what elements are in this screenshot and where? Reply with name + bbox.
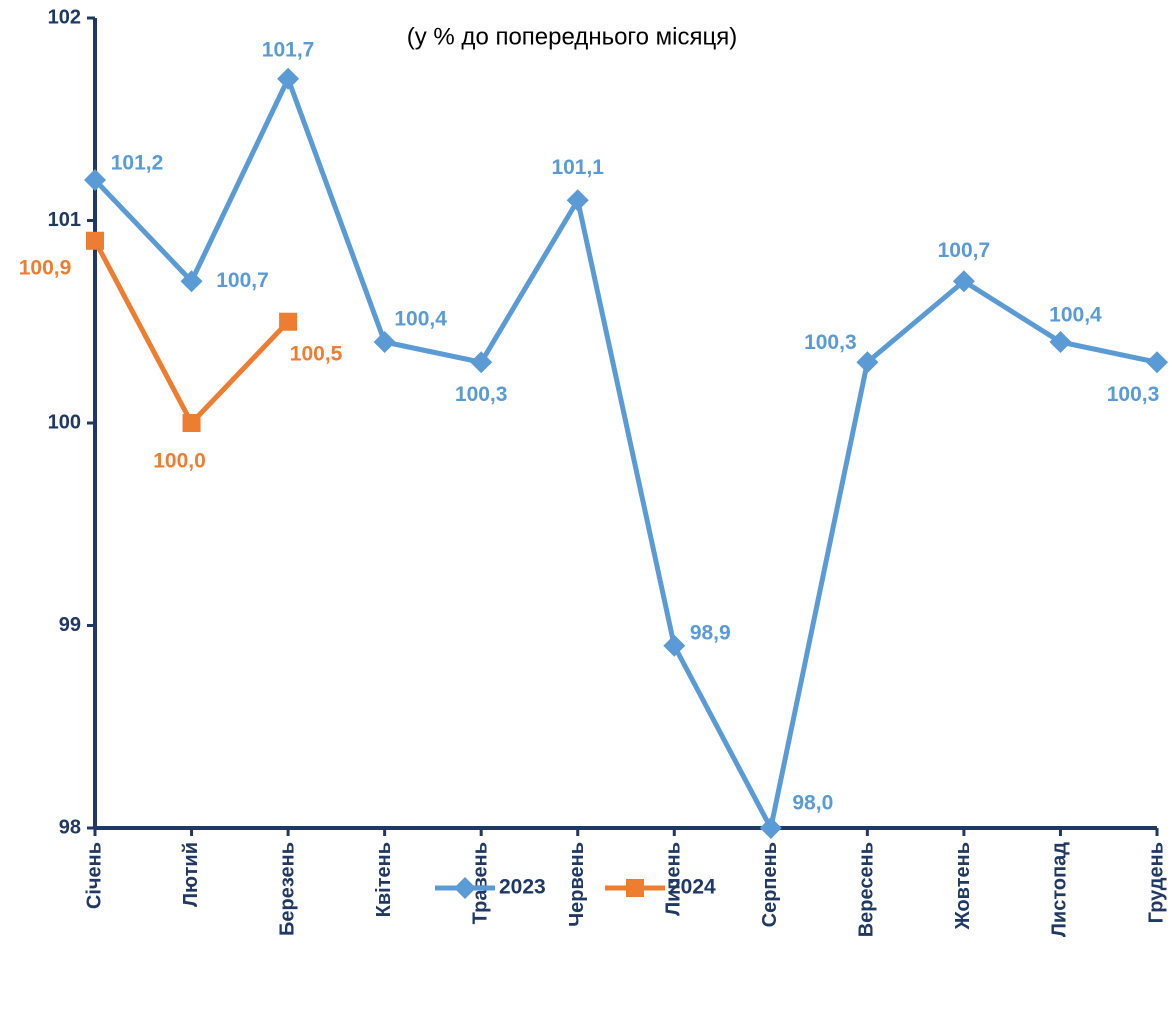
marker: [626, 879, 644, 897]
x-tick-label: Вересень: [856, 842, 878, 937]
y-tick-label: 101: [48, 209, 81, 231]
data-label: 100,0: [153, 450, 206, 473]
x-tick-label: Березень: [276, 842, 298, 936]
y-tick-label: 98: [59, 816, 81, 838]
data-label: 100,7: [938, 239, 991, 262]
marker: [1146, 351, 1168, 374]
marker: [1049, 331, 1072, 353]
x-tick-label: Листопад: [1049, 842, 1071, 937]
legend-label: 2024: [669, 876, 716, 899]
x-tick-label: Липень: [663, 842, 685, 916]
data-label: 101,7: [262, 38, 315, 61]
marker: [277, 67, 300, 90]
data-label: 98,9: [690, 621, 731, 644]
y-tick-label: 100: [48, 411, 81, 433]
y-tick-label: 99: [59, 614, 81, 636]
data-label: 101,2: [111, 152, 164, 175]
data-label: 98,0: [792, 792, 833, 815]
x-tick-label: Травень: [469, 842, 491, 924]
marker: [759, 817, 782, 839]
marker: [279, 312, 298, 331]
data-label: 100,4: [394, 308, 447, 331]
x-tick-label: Червень: [566, 842, 588, 927]
x-tick-label: Лютий: [180, 842, 202, 907]
x-tick-label: Січень: [83, 842, 105, 909]
data-label: 100,4: [1049, 304, 1102, 327]
chart-subtitle: (у % до попереднього місяця): [407, 23, 737, 50]
data-label: 100,3: [1107, 383, 1160, 406]
series: 101,2 100,7 101,7 100,4 100,3 101,1 98,9 98,0 10…: [84, 38, 1168, 839]
line: [93, 76, 1158, 831]
marker: [373, 331, 396, 353]
marker: [454, 877, 476, 899]
marker: [86, 231, 104, 250]
legend-label: 2023: [499, 876, 546, 899]
marker: [84, 169, 106, 191]
series: 100,9 100,0 100,5: [19, 231, 343, 473]
marker: [470, 351, 493, 374]
y-tick-label: 102: [48, 6, 81, 28]
marker: [566, 189, 589, 212]
data-label: 100,3: [804, 331, 857, 354]
x-tick-label: Жовтень: [952, 842, 974, 930]
x-tick-label: Грудень: [1145, 842, 1167, 923]
marker: [856, 351, 879, 374]
data-label: 101,1: [551, 156, 604, 179]
x-tick-label: Серпень: [759, 842, 781, 927]
data-label: 100,3: [455, 383, 508, 406]
x-tick-label: Квітень: [373, 842, 395, 917]
marker: [952, 270, 975, 293]
marker: [663, 634, 686, 657]
data-label: 100,5: [290, 342, 343, 365]
data-label: 100,7: [216, 269, 269, 292]
marker: [180, 270, 203, 293]
marker: [182, 414, 201, 432]
data-label: 100,9: [19, 256, 72, 279]
